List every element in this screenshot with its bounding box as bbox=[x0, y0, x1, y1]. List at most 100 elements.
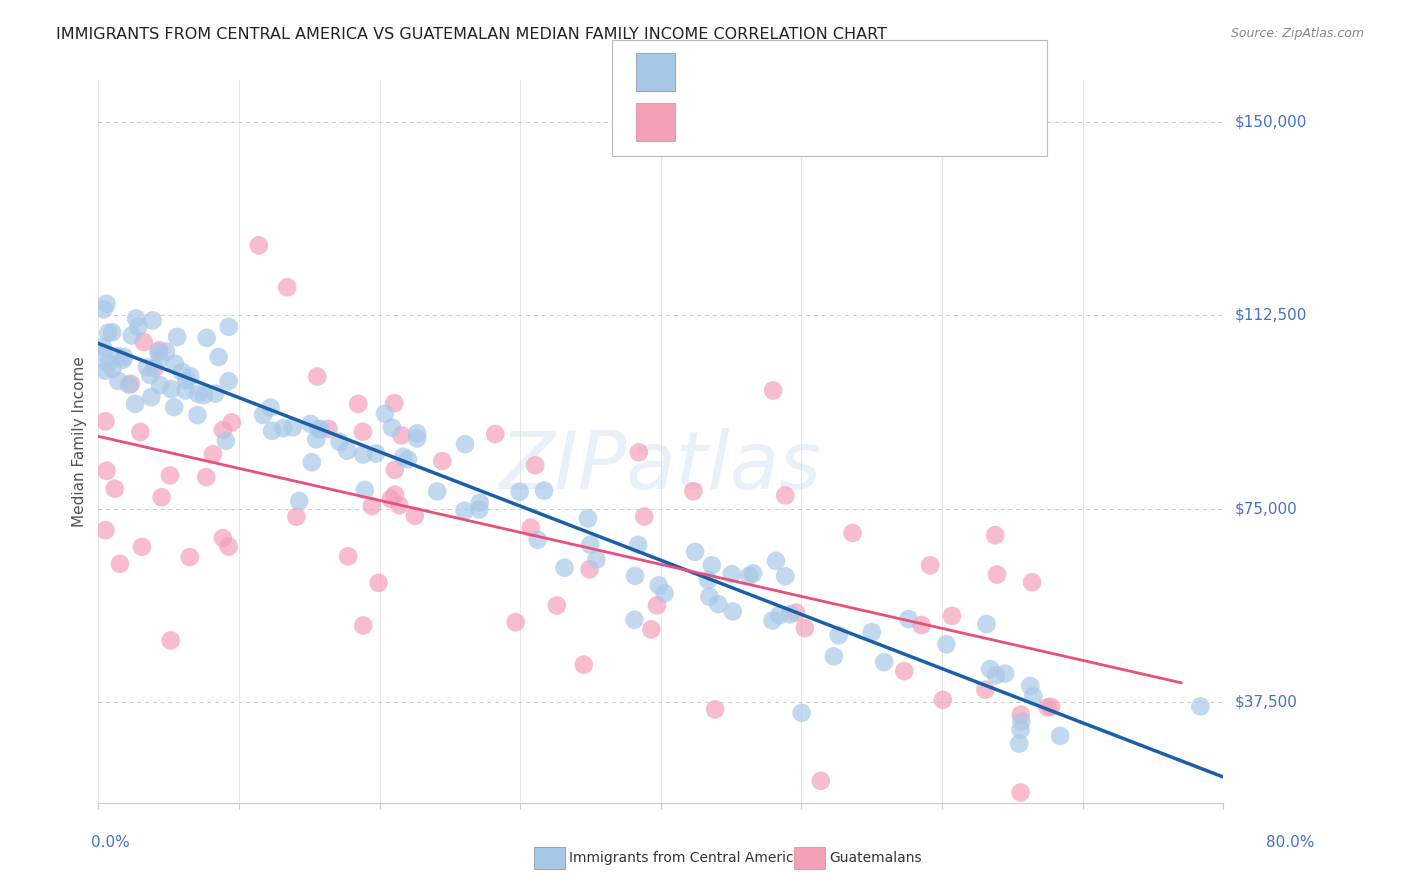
Point bbox=[623, 613, 645, 627]
Point bbox=[828, 628, 851, 642]
Point bbox=[810, 773, 832, 788]
Point bbox=[761, 614, 783, 628]
Point bbox=[388, 498, 411, 512]
Point bbox=[187, 386, 209, 401]
Point bbox=[524, 458, 547, 473]
Point bbox=[299, 417, 322, 431]
Point bbox=[179, 550, 201, 565]
Point bbox=[352, 425, 374, 439]
Point bbox=[762, 384, 785, 398]
Point bbox=[1021, 575, 1043, 590]
Text: 80.0%: 80.0% bbox=[1267, 836, 1315, 850]
Text: -0.447: -0.447 bbox=[724, 112, 783, 130]
Point bbox=[201, 447, 224, 461]
Point bbox=[142, 313, 165, 327]
Point bbox=[384, 463, 406, 477]
Point bbox=[700, 558, 723, 573]
Point bbox=[484, 427, 506, 442]
Point bbox=[276, 280, 298, 294]
Point bbox=[984, 528, 1007, 542]
Point bbox=[432, 454, 454, 468]
Point bbox=[94, 414, 117, 428]
Point bbox=[174, 384, 197, 398]
Point bbox=[94, 364, 117, 378]
Point bbox=[127, 319, 149, 334]
Point bbox=[281, 420, 304, 434]
Point bbox=[779, 607, 801, 622]
Point bbox=[141, 390, 163, 404]
Point bbox=[935, 637, 957, 651]
Point bbox=[97, 356, 120, 370]
Point bbox=[468, 495, 491, 509]
Text: R =: R = bbox=[686, 64, 723, 82]
Point bbox=[193, 388, 215, 402]
Point bbox=[136, 360, 159, 375]
Point bbox=[285, 509, 308, 524]
Point bbox=[91, 340, 114, 354]
Point bbox=[768, 608, 790, 623]
Point bbox=[259, 401, 281, 415]
Point bbox=[159, 633, 181, 648]
Point bbox=[426, 484, 449, 499]
Point bbox=[160, 382, 183, 396]
Point bbox=[347, 397, 370, 411]
Point bbox=[329, 434, 352, 449]
Point bbox=[654, 586, 676, 600]
Point bbox=[1040, 699, 1063, 714]
Point bbox=[93, 345, 115, 359]
Point bbox=[893, 664, 915, 678]
Point bbox=[195, 470, 218, 484]
Text: 114: 114 bbox=[846, 64, 882, 82]
Point bbox=[148, 345, 170, 359]
Point bbox=[640, 623, 662, 637]
Point bbox=[389, 428, 412, 442]
Point bbox=[986, 567, 1008, 582]
Point bbox=[204, 386, 226, 401]
Point bbox=[301, 455, 323, 469]
Point bbox=[101, 326, 124, 340]
Point bbox=[374, 407, 396, 421]
Point bbox=[118, 377, 141, 392]
Point bbox=[897, 612, 920, 626]
Point bbox=[1010, 723, 1032, 737]
Point bbox=[361, 499, 384, 513]
Point bbox=[526, 533, 548, 547]
Point bbox=[765, 554, 787, 568]
Point bbox=[1019, 679, 1042, 693]
Point bbox=[215, 434, 238, 448]
Point bbox=[699, 590, 721, 604]
Point bbox=[585, 552, 607, 566]
Point bbox=[125, 311, 148, 326]
Point bbox=[707, 597, 730, 611]
Point bbox=[132, 334, 155, 349]
Point bbox=[1008, 737, 1031, 751]
Point bbox=[336, 443, 359, 458]
Point bbox=[218, 374, 240, 388]
Point bbox=[785, 606, 807, 620]
Text: -0.911: -0.911 bbox=[724, 64, 783, 82]
Point bbox=[738, 568, 761, 582]
Point bbox=[179, 369, 201, 384]
Point bbox=[624, 569, 647, 583]
Point bbox=[994, 666, 1017, 681]
Point bbox=[1022, 689, 1045, 703]
Point bbox=[221, 416, 243, 430]
Text: 72: 72 bbox=[846, 112, 870, 130]
Point bbox=[218, 540, 240, 554]
Point bbox=[288, 494, 311, 508]
Point bbox=[579, 538, 602, 552]
Point bbox=[454, 437, 477, 451]
Point bbox=[704, 702, 727, 716]
Point bbox=[910, 618, 932, 632]
Point bbox=[108, 557, 131, 571]
Point bbox=[976, 617, 998, 632]
Point bbox=[697, 573, 720, 587]
Point bbox=[381, 420, 404, 434]
Point bbox=[121, 328, 143, 343]
Point bbox=[97, 326, 120, 340]
Point bbox=[1010, 785, 1032, 799]
Point bbox=[509, 484, 531, 499]
Point bbox=[352, 618, 374, 632]
Point bbox=[149, 351, 172, 366]
Point bbox=[307, 369, 329, 384]
